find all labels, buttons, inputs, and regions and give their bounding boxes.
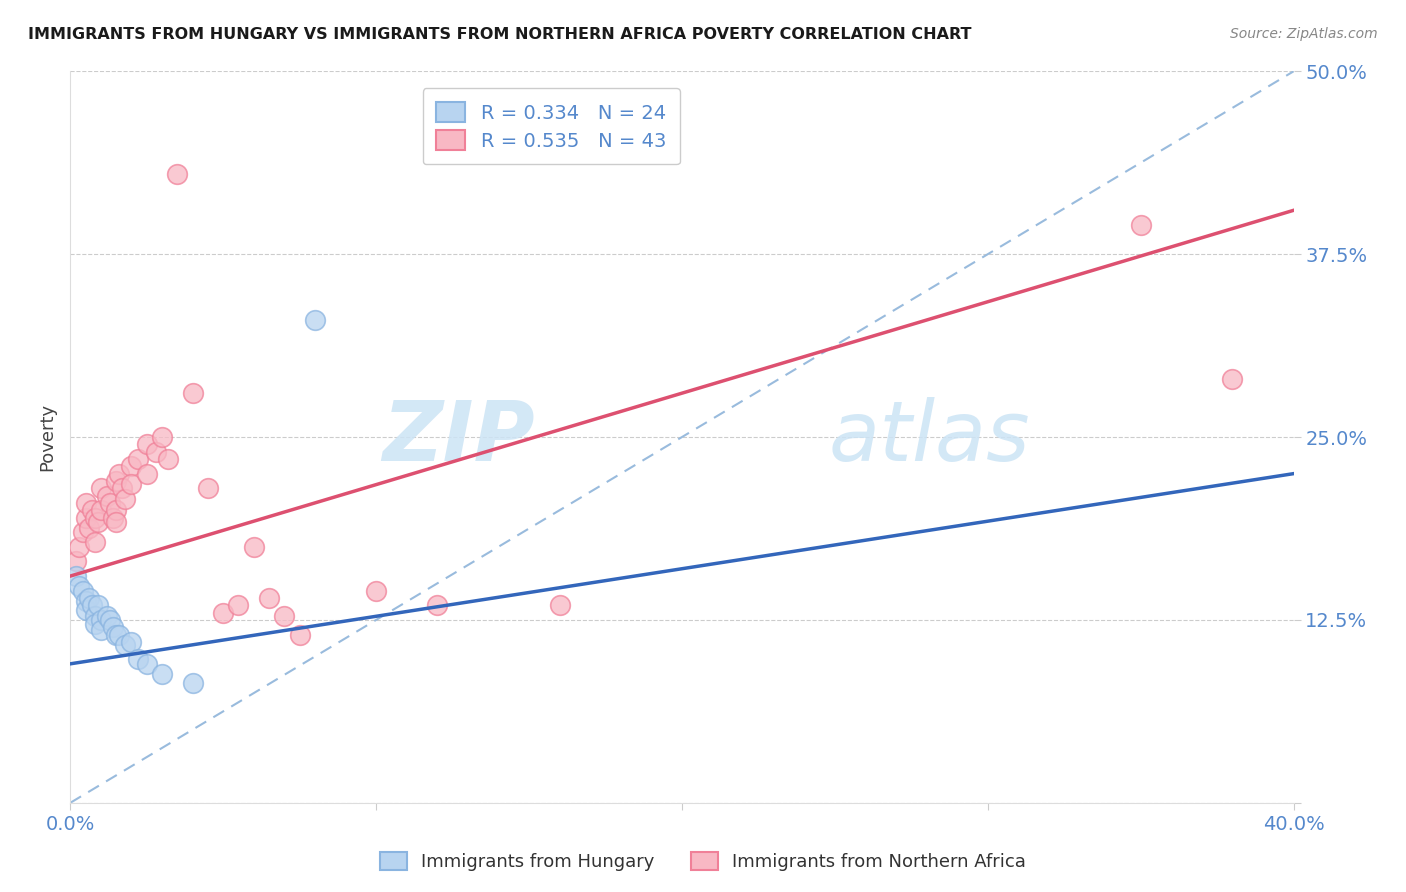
Point: [1220, 371, 1243, 385]
Point: [228, 599, 250, 613]
Point: [75, 510, 97, 524]
Point: [366, 583, 388, 598]
Point: [108, 627, 131, 641]
Point: [98, 613, 121, 627]
Point: [243, 540, 266, 554]
Point: [101, 510, 124, 524]
Point: [181, 676, 204, 690]
Point: [69, 540, 91, 554]
Point: [127, 452, 149, 467]
Legend: R = 0.334   N = 24, R = 0.535   N = 43: R = 0.334 N = 24, R = 0.535 N = 43: [423, 88, 681, 164]
Point: [90, 623, 112, 637]
Point: [90, 613, 112, 627]
Point: [90, 481, 112, 495]
Point: [96, 489, 118, 503]
Point: [121, 635, 143, 649]
Point: [98, 496, 121, 510]
Point: [121, 459, 143, 474]
Point: [157, 452, 180, 467]
Point: [75, 603, 97, 617]
Point: [114, 491, 136, 506]
Point: [212, 606, 235, 620]
Point: [87, 599, 110, 613]
Point: [548, 599, 571, 613]
Point: [108, 467, 131, 481]
Point: [83, 608, 105, 623]
Point: [105, 627, 128, 641]
Point: [114, 638, 136, 652]
Point: [83, 510, 105, 524]
Point: [197, 481, 219, 495]
Text: IMMIGRANTS FROM HUNGARY VS IMMIGRANTS FROM NORTHERN AFRICA POVERTY CORRELATION C: IMMIGRANTS FROM HUNGARY VS IMMIGRANTS FR…: [28, 27, 972, 42]
Point: [105, 503, 128, 517]
Point: [75, 594, 97, 608]
Point: [83, 535, 105, 549]
Point: [72, 525, 94, 540]
Point: [111, 481, 134, 495]
Text: ZIP: ZIP: [382, 397, 536, 477]
Point: [145, 444, 167, 458]
Point: [65, 554, 87, 568]
Point: [96, 608, 118, 623]
Point: [257, 591, 280, 605]
Point: [105, 515, 128, 529]
Point: [77, 521, 100, 535]
Point: [304, 313, 326, 327]
Point: [80, 503, 103, 517]
Point: [83, 617, 105, 632]
Point: [181, 386, 204, 401]
Point: [105, 474, 128, 488]
Point: [87, 515, 110, 529]
Point: [273, 608, 295, 623]
Point: [426, 599, 449, 613]
Point: [69, 579, 91, 593]
Point: [150, 430, 173, 444]
Point: [72, 583, 94, 598]
Point: [166, 167, 188, 181]
Text: Source: ZipAtlas.com: Source: ZipAtlas.com: [1230, 27, 1378, 41]
Legend: Immigrants from Hungary, Immigrants from Northern Africa: Immigrants from Hungary, Immigrants from…: [373, 845, 1033, 879]
Y-axis label: Poverty: Poverty: [38, 403, 56, 471]
Point: [150, 667, 173, 681]
Point: [90, 503, 112, 517]
Point: [135, 657, 157, 671]
Point: [288, 627, 311, 641]
Point: [80, 599, 103, 613]
Point: [65, 569, 87, 583]
Point: [77, 591, 100, 605]
Point: [121, 476, 143, 491]
Point: [101, 620, 124, 634]
Point: [135, 437, 157, 451]
Point: [135, 467, 157, 481]
Point: [127, 652, 149, 666]
Point: [75, 496, 97, 510]
Text: atlas: atlas: [828, 397, 1031, 477]
Point: [1129, 218, 1152, 232]
